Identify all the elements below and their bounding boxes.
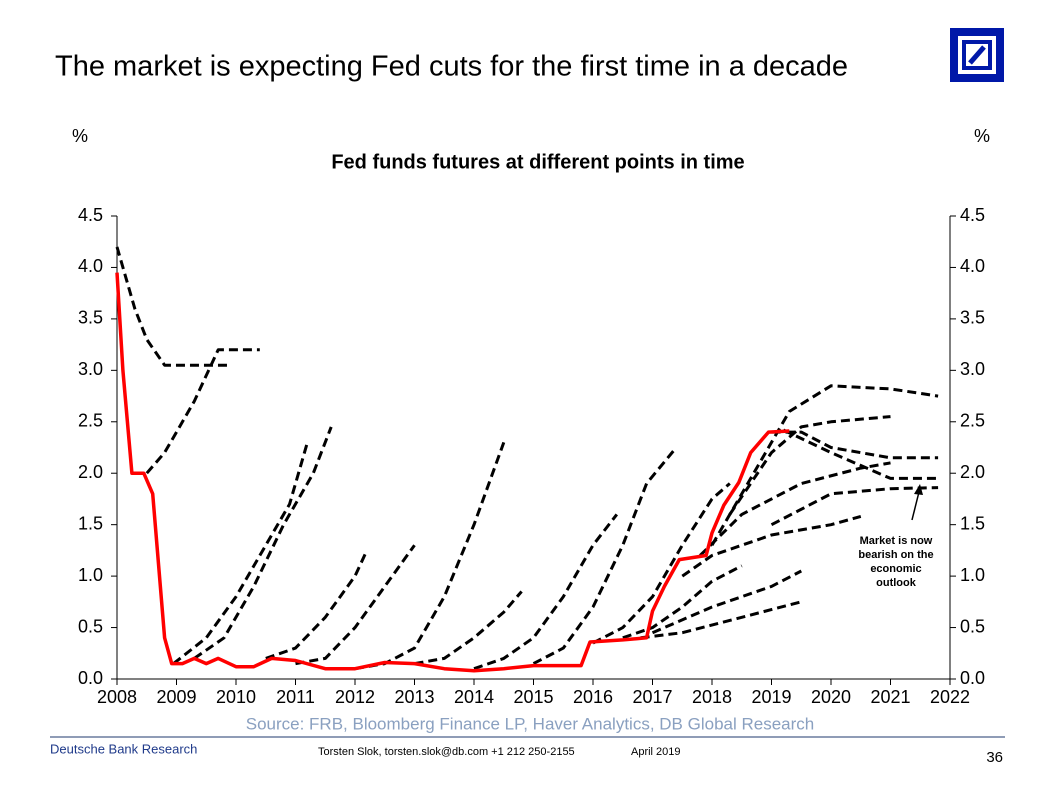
futures-line <box>265 549 369 660</box>
futures-line <box>532 446 678 665</box>
x-tick-label: 2017 <box>632 687 672 707</box>
plot: 0.0 0.5 1.0 1.5 2.0 2.5 3.0 3.5 4.0 4.5 0.0 0.5 1.0 1… <box>78 205 985 707</box>
futures-line <box>710 384 939 546</box>
chart-title: Fed funds futures at different points in… <box>331 151 744 173</box>
futures-line <box>193 426 333 660</box>
futures-line <box>354 441 506 671</box>
y2-tick-label: 1.5 <box>960 513 985 533</box>
y-tick-label: 0.5 <box>78 616 103 636</box>
x-tick-label: 2010 <box>216 687 256 707</box>
page-number: 36 <box>986 749 1003 766</box>
x-tick-label: 2011 <box>276 687 315 707</box>
y2-tick-label: 0.0 <box>960 668 985 688</box>
futures-line <box>115 246 231 367</box>
annotation-line: outlook <box>876 577 917 589</box>
y2-tick-label: 2.5 <box>960 411 985 431</box>
futures-line <box>782 428 939 480</box>
futures-line <box>295 544 416 666</box>
futures-line <box>651 569 802 635</box>
x-tick-label: 2014 <box>454 687 494 707</box>
footer-date: April 2019 <box>631 746 681 758</box>
x-tick-label: 2020 <box>811 687 851 707</box>
x-tick-label: 2019 <box>751 687 791 707</box>
logo <box>950 28 1004 82</box>
x-tick-label: 2022 <box>930 687 970 707</box>
y2-tick-label: 4.5 <box>960 205 985 225</box>
x-tick-label: 2008 <box>97 687 137 707</box>
x-tick-label: 2015 <box>513 687 553 707</box>
x-tick-label: 2009 <box>156 687 196 707</box>
annotation: Market is now bearish on the economic outlo… <box>858 535 933 589</box>
annotation-line: bearish on the <box>858 549 933 561</box>
futures-line <box>414 590 523 666</box>
y2-tick-label: 4.0 <box>960 256 985 276</box>
slide-title: The market is expecting Fed cuts for the… <box>55 51 848 83</box>
annotation-line: Market is now <box>860 535 933 547</box>
y-tick-label: 4.5 <box>78 205 103 225</box>
y-tick-label: 4.0 <box>78 256 103 276</box>
futures-line <box>473 513 618 671</box>
y-tick-label: 2.0 <box>78 462 103 482</box>
x-tick-label: 2013 <box>394 687 434 707</box>
y-tick-label: 1.0 <box>78 565 103 585</box>
y-tick-label: 0.0 <box>78 668 103 688</box>
y2-tick-label: 1.0 <box>960 565 985 585</box>
y-tick-label: 2.5 <box>78 411 103 431</box>
annotation-arrowhead <box>914 484 923 495</box>
y2-axis-label: % <box>974 126 990 146</box>
y2-tick-label: 0.5 <box>960 616 985 636</box>
footer-author: Torsten Slok, torsten.slok@db.com +1 212… <box>318 746 575 758</box>
source: Source: FRB, Bloomberg Finance LP, Haver… <box>246 714 815 733</box>
x-tick-label: 2012 <box>335 687 375 707</box>
x-tick-label: 2021 <box>870 687 910 707</box>
futures-line <box>770 486 939 527</box>
y2-tick-label: 2.0 <box>960 462 985 482</box>
y-axis-label: % <box>72 126 88 146</box>
y-tick-label: 3.0 <box>78 359 103 379</box>
futures-line <box>145 348 260 475</box>
futures-line <box>728 415 891 516</box>
futures-line <box>771 430 939 460</box>
futures-line <box>640 600 802 640</box>
y2-tick-label: 3.5 <box>960 308 985 328</box>
x-tick-label: 2018 <box>692 687 732 707</box>
x-tick-label: 2016 <box>573 687 613 707</box>
futures-line <box>172 441 309 665</box>
y2-tick-label: 3.0 <box>960 359 985 379</box>
futures-line <box>681 514 862 578</box>
y-tick-label: 3.5 <box>78 308 103 328</box>
annotation-line: economic <box>870 563 921 575</box>
futures-line <box>592 482 731 645</box>
fed-funds-line <box>115 272 790 673</box>
futures-line <box>699 461 891 557</box>
y-tick-label: 1.5 <box>78 513 103 533</box>
futures-line <box>622 564 743 640</box>
footer-brand: Deutsche Bank Research <box>50 741 197 756</box>
